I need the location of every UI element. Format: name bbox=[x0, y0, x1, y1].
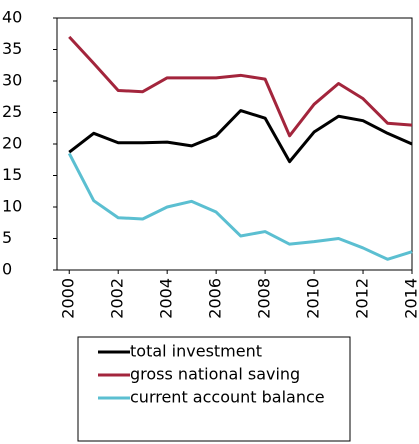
y-tick-label: 5 bbox=[2, 228, 12, 247]
series-line bbox=[67, 152, 413, 261]
series-line bbox=[68, 109, 413, 164]
x-tick-label: 2010 bbox=[304, 278, 323, 319]
x-tick-label: 2004 bbox=[157, 278, 176, 319]
x-tick-label: 2008 bbox=[255, 278, 274, 319]
y-tick-label: 25 bbox=[2, 102, 22, 121]
y-tick-label: 35 bbox=[2, 39, 22, 58]
y-tick-label: 20 bbox=[2, 134, 22, 153]
legend-label: total investment bbox=[130, 342, 262, 361]
x-tick-label: 2006 bbox=[206, 278, 225, 319]
x-tick-label: 2012 bbox=[353, 278, 372, 319]
x-tick-label: 2002 bbox=[108, 278, 127, 319]
x-tick-label: 2000 bbox=[59, 278, 78, 319]
legend-frame bbox=[77, 336, 351, 442]
legend-label: current account balance bbox=[130, 388, 325, 407]
y-tick-label: 40 bbox=[2, 8, 22, 27]
legend-label: gross national saving bbox=[130, 365, 300, 384]
y-tick-label: 15 bbox=[2, 165, 22, 184]
y-tick-label: 30 bbox=[2, 71, 22, 90]
y-tick-label: 10 bbox=[2, 197, 22, 216]
series-line bbox=[68, 35, 413, 138]
plot-frame bbox=[56, 17, 413, 271]
x-tick-label: 2014 bbox=[402, 278, 419, 319]
y-tick-label: 0 bbox=[2, 260, 12, 279]
